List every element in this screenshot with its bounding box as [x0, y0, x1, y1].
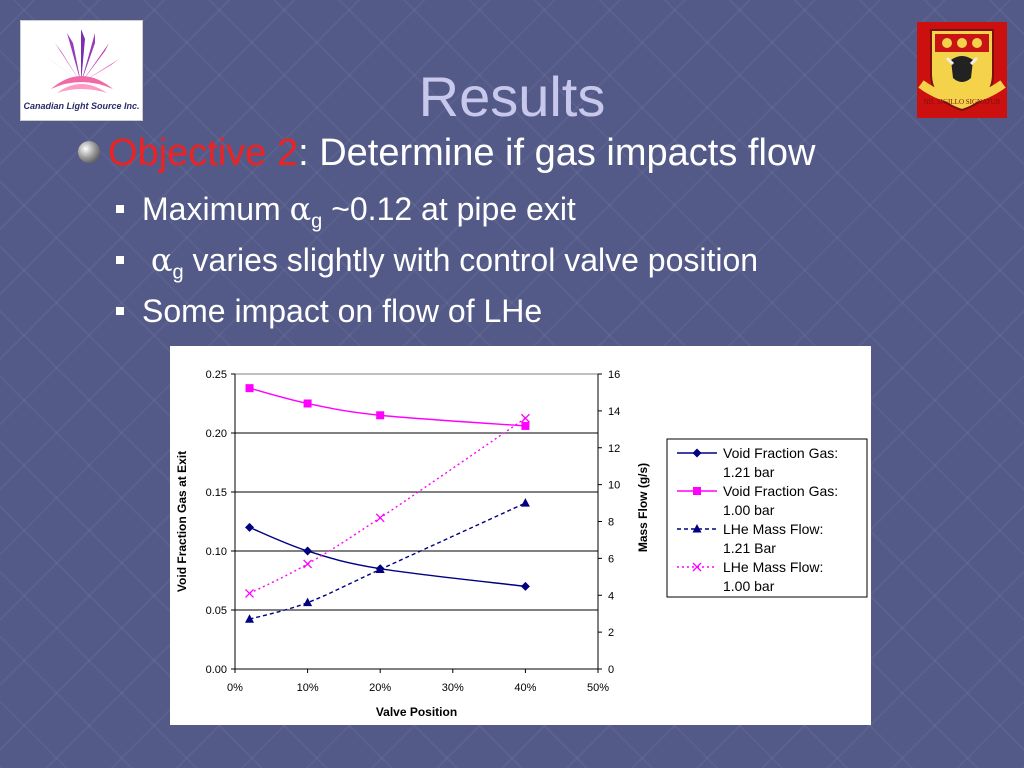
- y2-tick-label: 2: [608, 627, 614, 639]
- legend-label: 1.21 bar: [723, 464, 775, 480]
- legend-label: Void Fraction Gas:: [723, 483, 838, 499]
- triangle-marker: [245, 614, 255, 623]
- starburst-logo-icon: [47, 29, 119, 93]
- objective-text: : Determine if gas impacts flow: [298, 132, 816, 174]
- alpha-symbol: α: [150, 241, 173, 279]
- sub-bullet-max-alpha: Maximum αg ~0.12 at pipe exit: [116, 190, 576, 233]
- square-bullet-icon: [116, 255, 124, 264]
- legend: Void Fraction Gas: 1.21 bar Void Fraction …: [666, 438, 868, 598]
- y2-tick-label: 14: [608, 406, 620, 418]
- y-tick-label: 0.05: [206, 605, 227, 617]
- series-2: [245, 384, 530, 430]
- alpha-subscript: g: [311, 210, 323, 233]
- series-line: [249, 526, 526, 588]
- square-marker: [521, 421, 530, 430]
- legend-label: 1.00 bar: [723, 578, 775, 594]
- objective-bullet: Objective 2: Determine if gas impacts fl…: [78, 132, 816, 175]
- series-line: [249, 387, 526, 427]
- x-marker: [303, 559, 313, 569]
- x-marker: [375, 513, 385, 523]
- alpha-subscript: g: [172, 261, 184, 284]
- legend-label: LHe Mass Flow:: [723, 521, 823, 537]
- y2-tick-label: 16: [608, 369, 620, 381]
- sphere-bullet-icon: [78, 140, 100, 163]
- y2-tick-label: 4: [608, 590, 614, 602]
- series-3: [245, 498, 530, 623]
- logo-caption: Canadian Light Source Inc.: [23, 101, 140, 111]
- series-1: [245, 522, 530, 591]
- triangle-marker: [692, 524, 702, 533]
- square-marker: [303, 399, 312, 408]
- x-marker: [520, 413, 530, 423]
- y2-tick-label: 10: [608, 480, 620, 492]
- x-tick-label: 10%: [297, 682, 319, 694]
- series-line: [249, 502, 526, 620]
- x-marker: [245, 588, 254, 598]
- diamond-marker: [245, 522, 255, 532]
- legend-label: 1.21 Bar: [723, 540, 776, 556]
- x-tick-label: 0%: [227, 682, 243, 694]
- series-line: [249, 417, 526, 595]
- x-axis-title: Valve Position: [376, 705, 457, 719]
- triangle-marker: [375, 564, 385, 573]
- sub-bullet-varies: αg varies slightly with control valve po…: [116, 241, 758, 284]
- objective-label: Objective 2: [108, 132, 299, 174]
- y-axis-title: Void Fraction Gas at Exit: [175, 451, 189, 592]
- x-tick-label: 30%: [442, 682, 464, 694]
- y-tick-label: 0.15: [206, 487, 227, 499]
- legend-label: Void Fraction Gas:: [723, 445, 838, 461]
- crest-motto: NIL SIGILLO SIGNATUR: [924, 98, 1001, 106]
- university-crest-icon: NIL SIGILLO SIGNATUR: [917, 22, 1007, 118]
- y2-axis-title: Mass Flow (g/s): [636, 463, 650, 552]
- legend-label: LHe Mass Flow:: [723, 559, 823, 575]
- square-marker: [245, 384, 254, 393]
- bullet-text: Some impact on flow of LHe: [142, 293, 543, 329]
- y2-tick-label: 12: [608, 443, 620, 455]
- triangle-marker: [520, 498, 530, 507]
- slide-title: Results: [418, 65, 606, 128]
- square-marker: [376, 411, 385, 420]
- sub-bullet-impact: Some impact on flow of LHe: [116, 293, 542, 330]
- square-bullet-icon: [116, 306, 124, 315]
- canadian-light-source-logo: Canadian Light Source Inc.: [20, 20, 143, 121]
- diamond-marker: [692, 448, 702, 458]
- x-tick-label: 50%: [587, 682, 609, 694]
- legend-label: 1.00 bar: [723, 502, 775, 518]
- alpha-symbol: α: [289, 190, 312, 228]
- triangle-marker: [303, 597, 313, 607]
- chart-container: 0.00 0.05 0.10 0.15 0.20 0.25 0 2 4 6 8 10 12 14 16 0% 1…: [170, 346, 871, 725]
- y2-tick-label: 6: [608, 553, 614, 565]
- bullet-text: varies slightly with control valve posit…: [183, 242, 759, 278]
- square-bullet-icon: [116, 204, 124, 213]
- x-marker: [692, 562, 702, 572]
- series-4: [245, 413, 530, 598]
- y-tick-label: 0.20: [206, 428, 227, 440]
- results-chart: 0.00 0.05 0.10 0.15 0.20 0.25 0 2 4 6 8 10 12 14 16 0% 1…: [175, 369, 868, 719]
- diamond-marker: [520, 581, 530, 591]
- bullet-text: Maximum: [142, 191, 290, 227]
- bullet-text: ~0.12 at pipe exit: [322, 191, 576, 227]
- x-tick-label: 40%: [514, 682, 536, 694]
- y2-tick-label: 0: [608, 664, 614, 676]
- y2-tick-label: 8: [608, 517, 614, 529]
- diamond-marker: [303, 546, 313, 556]
- square-marker: [693, 487, 701, 495]
- y-tick-label: 0.10: [206, 546, 227, 558]
- y-tick-label: 0.25: [206, 369, 227, 381]
- y-tick-label: 0.00: [206, 664, 227, 676]
- x-tick-label: 20%: [369, 682, 391, 694]
